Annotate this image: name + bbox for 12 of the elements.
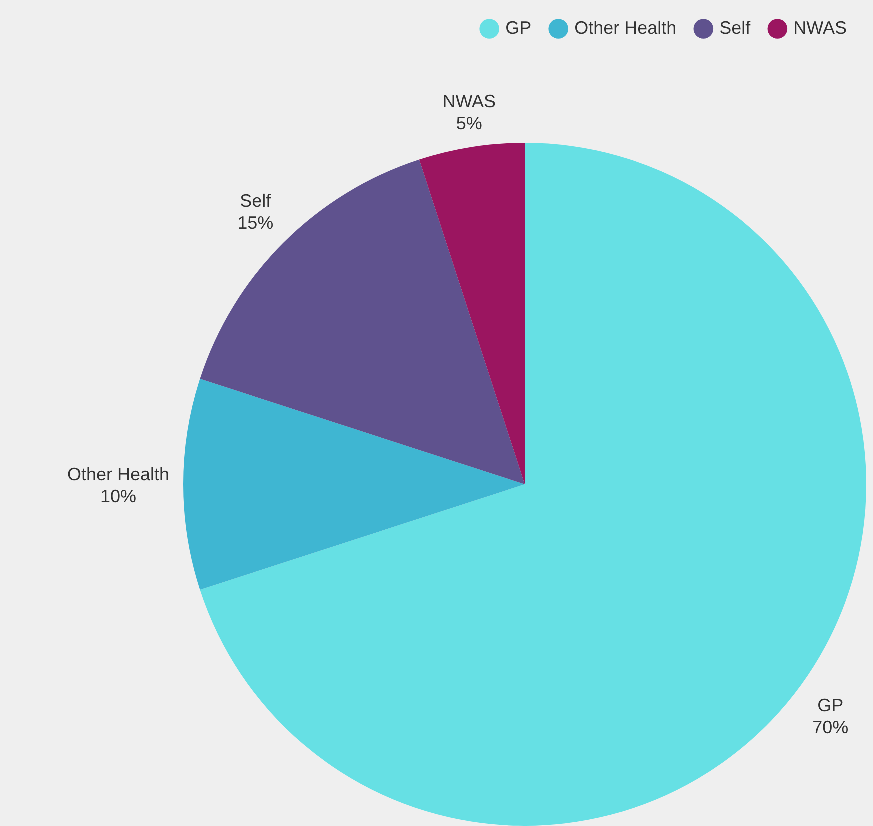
slice-label: Self <box>240 191 272 212</box>
slice-label: Other Health <box>67 464 170 484</box>
slice-label: NWAS <box>442 91 496 112</box>
legend-label: GP <box>506 18 532 38</box>
data-label: 5% <box>456 113 482 134</box>
legend-label: NWAS <box>794 18 848 38</box>
data-label: 10% <box>100 486 136 506</box>
legend-label: Self <box>720 18 752 38</box>
legend-label: Other Health <box>574 18 677 38</box>
slice-label: GP <box>818 695 844 716</box>
data-label: 70% <box>812 717 849 738</box>
data-label: 15% <box>238 213 274 234</box>
